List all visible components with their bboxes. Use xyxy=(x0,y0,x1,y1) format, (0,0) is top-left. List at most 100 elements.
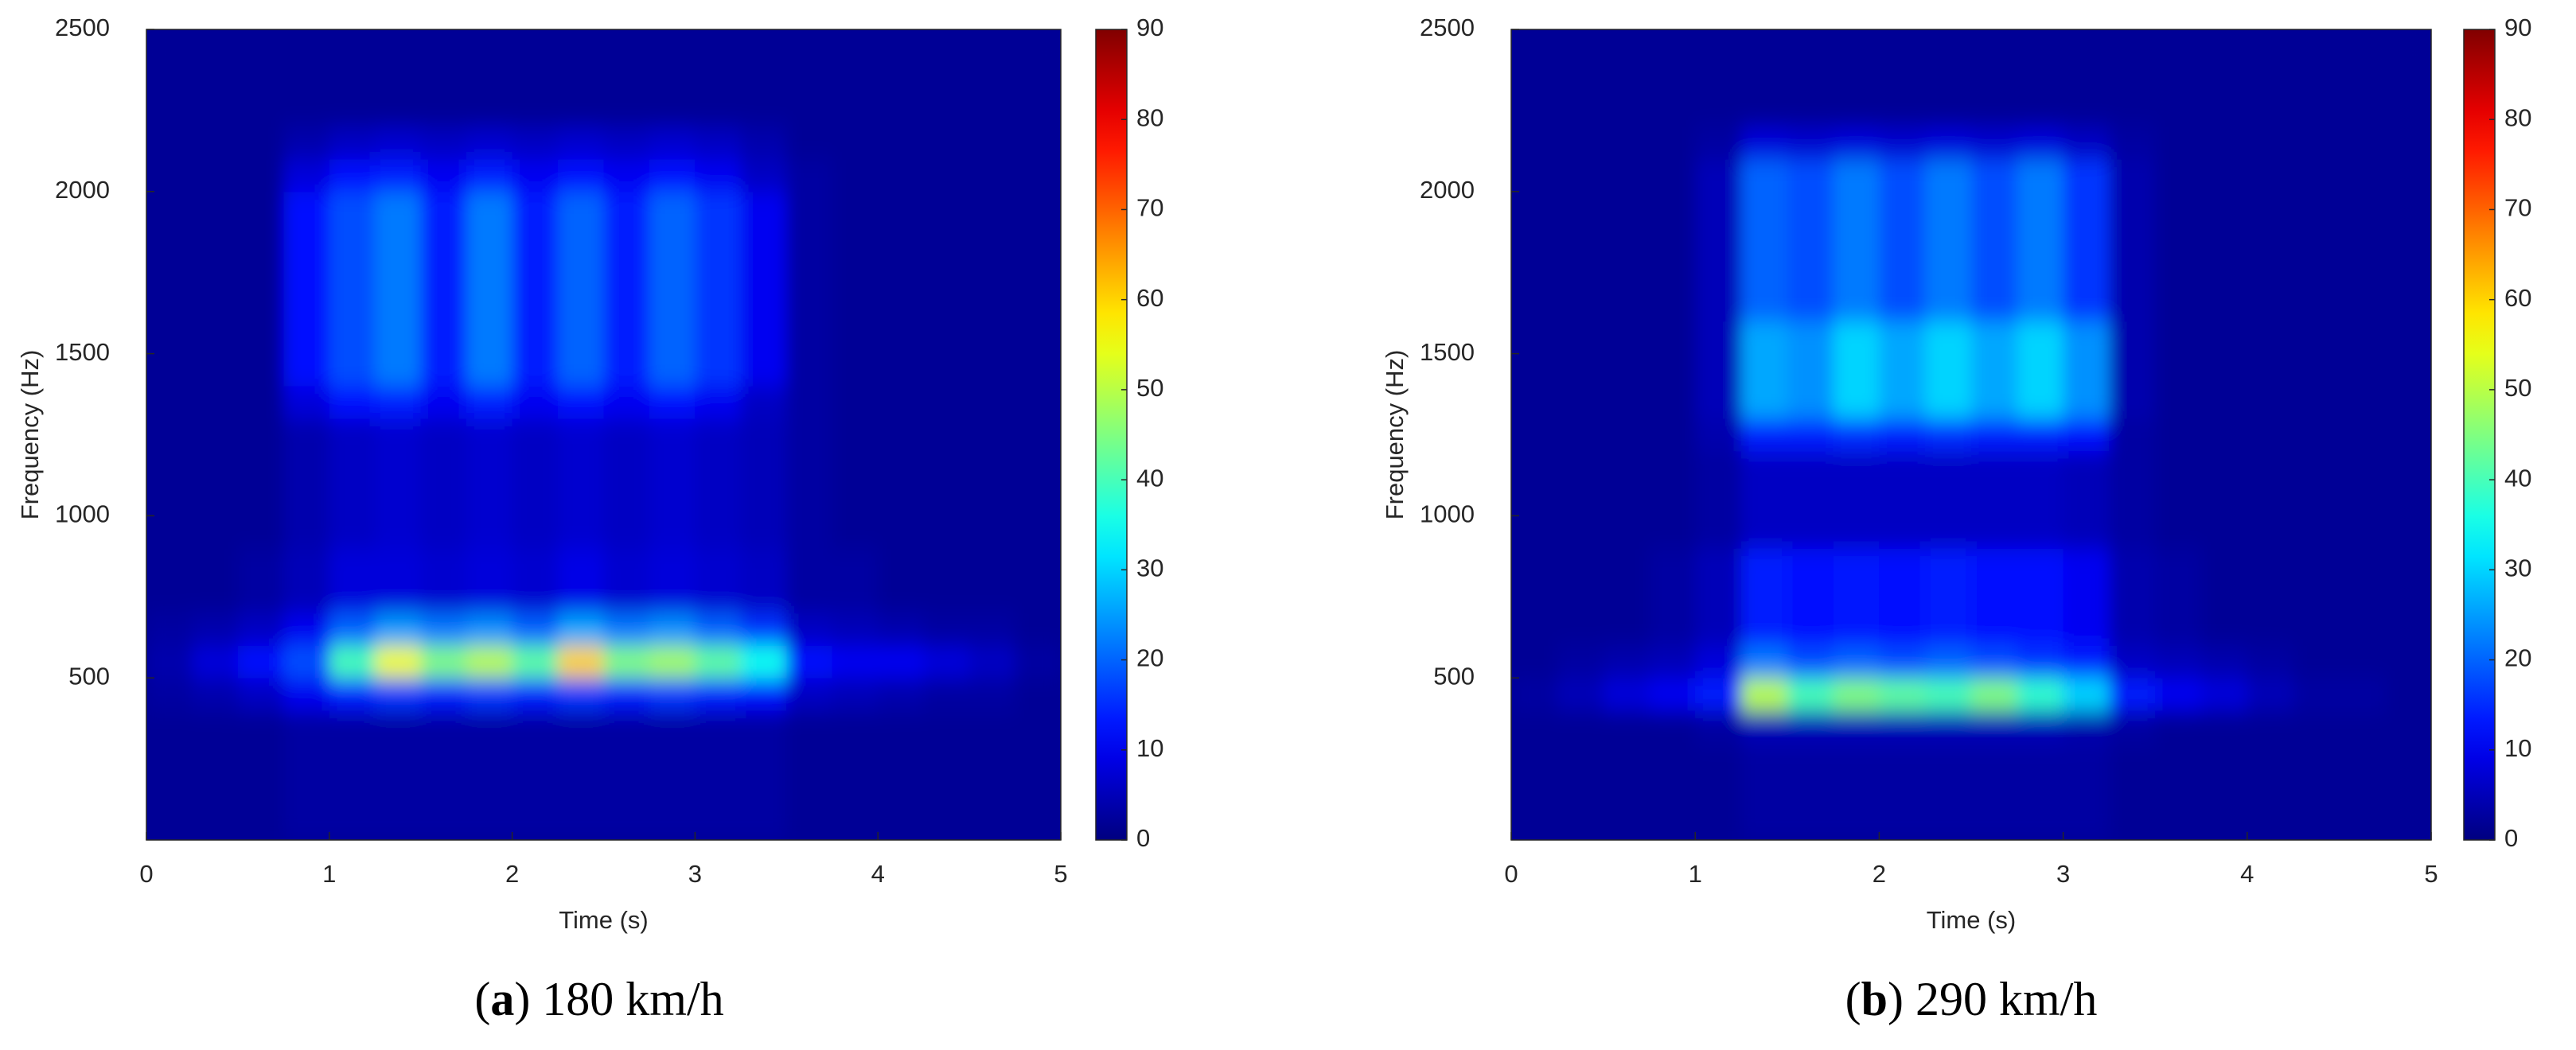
heatmap-cell xyxy=(2017,483,2064,516)
heatmap-cell xyxy=(1511,418,1558,452)
heatmap-cell xyxy=(2109,807,2156,840)
heatmap-cell xyxy=(466,159,513,192)
heatmap-cell xyxy=(283,191,330,225)
heatmap-cell xyxy=(2063,289,2110,322)
heatmap-cell xyxy=(740,548,787,581)
heatmap-cell xyxy=(1925,645,1972,679)
heatmap-cell xyxy=(969,483,1016,516)
heatmap-cell xyxy=(558,321,604,355)
heatmap-cell xyxy=(2109,126,2156,160)
heatmap-cell xyxy=(923,678,970,711)
heatmap-cell xyxy=(2063,612,2110,646)
heatmap-cell xyxy=(466,256,513,290)
heatmap-cell xyxy=(786,61,833,95)
heatmap-cell xyxy=(878,289,925,322)
heatmap-cell xyxy=(923,224,970,257)
heatmap-cell xyxy=(603,775,650,808)
heatmap-cell xyxy=(146,450,193,484)
heatmap-cell xyxy=(2201,353,2248,387)
heatmap-cell xyxy=(558,580,604,614)
heatmap-cell xyxy=(237,548,284,581)
x-axis-label: Time (s) xyxy=(1927,906,2017,934)
heatmap-cell xyxy=(2201,94,2248,127)
heatmap-cell xyxy=(603,580,650,614)
heatmap-cell xyxy=(283,256,330,290)
heatmap-cell xyxy=(695,29,742,63)
heatmap-cell xyxy=(237,515,284,549)
heatmap-cell xyxy=(1015,678,1061,711)
heatmap-cell xyxy=(512,159,559,192)
heatmap-cell xyxy=(740,256,787,290)
heatmap-cell xyxy=(2109,548,2156,581)
heatmap-cell xyxy=(283,483,330,516)
heatmap-cell xyxy=(1649,418,1696,452)
heatmap-cell xyxy=(1879,256,1926,290)
heatmap-cell xyxy=(420,418,467,452)
heatmap-cell xyxy=(2155,386,2202,419)
heatmap-cell xyxy=(1603,126,1650,160)
heatmap-cell xyxy=(1833,224,1880,257)
heatmap-cell xyxy=(603,191,650,225)
heatmap-cell xyxy=(1741,775,1788,808)
heatmap-cell xyxy=(603,289,650,322)
heatmap-cell xyxy=(878,191,925,225)
heatmap-cell xyxy=(1511,289,1558,322)
heatmap-cell xyxy=(2017,94,2064,127)
heatmap-cell xyxy=(2109,450,2156,484)
heatmap-cell xyxy=(1787,29,1834,63)
heatmap-cell xyxy=(329,159,376,192)
heatmap-cell xyxy=(1741,94,1788,127)
heatmap-cell xyxy=(1971,418,2018,452)
heatmap-cell xyxy=(832,159,879,192)
heatmap-cell xyxy=(923,515,970,549)
heatmap-cell xyxy=(1879,159,1926,192)
heatmap-cell xyxy=(192,710,239,744)
colorbar-tick-label: 10 xyxy=(1136,734,1163,762)
heatmap-cell xyxy=(1787,450,1834,484)
heatmap-cell xyxy=(558,256,604,290)
heatmap-cell xyxy=(2201,645,2248,679)
heatmap-cell xyxy=(192,450,239,484)
heatmap-cell xyxy=(420,710,467,744)
heatmap-cell xyxy=(1649,159,1696,192)
x-tick-label: 0 xyxy=(1504,860,1518,888)
caption-part: a xyxy=(490,973,514,1025)
heatmap-cell xyxy=(2109,678,2156,711)
heatmap-cell xyxy=(2339,256,2386,290)
heatmap-cell xyxy=(878,353,925,387)
heatmap-cell xyxy=(2155,159,2202,192)
heatmap-cell xyxy=(695,61,742,95)
heatmap-cell xyxy=(649,580,696,614)
heatmap-cell xyxy=(649,126,696,160)
heatmap-cell xyxy=(375,450,422,484)
heatmap-cell xyxy=(878,612,925,646)
heatmap-cell xyxy=(1925,807,1972,840)
heatmap-cell xyxy=(1741,450,1788,484)
y-tick-label: 500 xyxy=(68,662,110,690)
heatmap-cell xyxy=(2293,191,2340,225)
heatmap-cell xyxy=(1833,612,1880,646)
heatmap-cell xyxy=(2339,775,2386,808)
heatmap-cell xyxy=(2201,742,2248,776)
heatmap-cell xyxy=(1741,321,1788,355)
heatmap-cell xyxy=(1971,321,2018,355)
heatmap-cell xyxy=(1603,710,1650,744)
y-tick-label: 2000 xyxy=(55,176,110,204)
heatmap-cell xyxy=(1787,224,1834,257)
heatmap-cell xyxy=(2247,807,2294,840)
heatmap-cell xyxy=(558,418,604,452)
heatmap-cell xyxy=(695,386,742,419)
heatmap-cell xyxy=(2247,548,2294,581)
heatmap-cell xyxy=(2293,483,2340,516)
heatmap-cell xyxy=(649,775,696,808)
caption-part: ) 180 km/h xyxy=(514,973,723,1025)
heatmap-cell xyxy=(603,386,650,419)
heatmap-cell xyxy=(969,191,1016,225)
heatmap-cell xyxy=(192,61,239,95)
heatmap-cell xyxy=(2293,742,2340,776)
heatmap-cell xyxy=(1695,775,1742,808)
heatmap-cell xyxy=(1741,612,1788,646)
heatmap-cell xyxy=(2109,418,2156,452)
heatmap-cell xyxy=(2247,386,2294,419)
heatmap-cell xyxy=(786,256,833,290)
